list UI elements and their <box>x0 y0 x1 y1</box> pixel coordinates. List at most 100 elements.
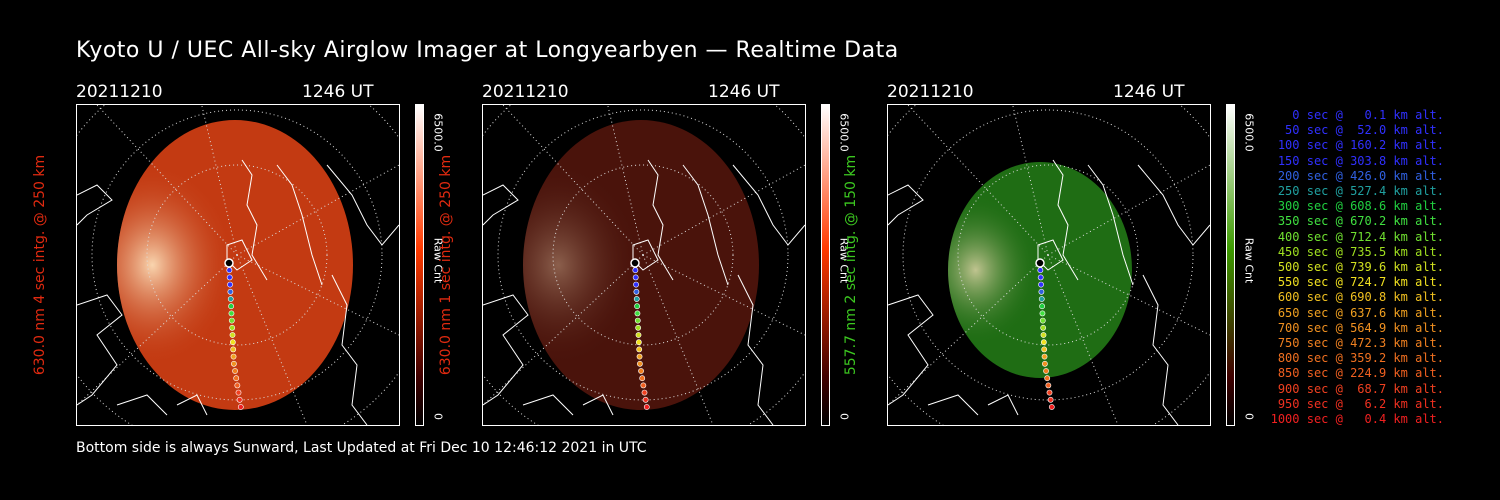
trajectory-point <box>233 375 240 382</box>
trajectory-point <box>636 346 643 353</box>
allsky-image <box>482 104 806 426</box>
trajectory-point <box>1046 389 1053 396</box>
legend-entry: 850 sec @ 224.9 km alt. <box>1277 366 1444 381</box>
panel-3: 20211210 1246 UT 557.7 nm 2 sec intg. @ … <box>843 82 1287 442</box>
trajectory-point <box>633 281 639 288</box>
legend-entry: 1000 sec @ 0.4 km alt. <box>1270 412 1444 427</box>
trajectory-point <box>1041 360 1048 367</box>
footer-note: Bottom side is always Sunward, Last Upda… <box>76 440 647 456</box>
allsky-map <box>77 105 399 425</box>
legend-entry: 650 sec @ 637.6 km alt. <box>1277 305 1444 320</box>
trajectory-point <box>229 332 236 338</box>
legend-entry: 500 sec @ 739.6 km alt. <box>1277 260 1444 275</box>
trajectory-point <box>630 258 640 268</box>
legend-entry: 300 sec @ 608.6 km alt. <box>1277 199 1444 214</box>
trajectory-point <box>230 360 237 367</box>
trajectory-legend: 0 sec @ 0.1 km alt. 50 sec @ 52.0 km alt.… <box>1262 108 1444 427</box>
latitude-circle <box>957 164 1139 346</box>
trajectory-point <box>236 396 243 403</box>
longitude-line <box>77 254 238 406</box>
trajectory-point <box>643 404 650 410</box>
allsky-image <box>887 104 1211 426</box>
trajectory-point <box>228 317 235 324</box>
trajectory-point <box>235 389 242 396</box>
trajectory-point <box>632 267 639 274</box>
trajectory-point <box>1047 396 1054 403</box>
trajectory-point <box>634 310 641 317</box>
longitude-line <box>888 254 1049 406</box>
trajectory-point <box>1044 375 1051 382</box>
trajectory-point <box>227 288 234 295</box>
panel-date: 20211210 <box>887 82 974 102</box>
trajectory-point <box>1041 353 1048 360</box>
trajectory-point <box>1041 346 1048 353</box>
colorbar <box>821 104 830 426</box>
legend-entry: 550 sec @ 724.7 km alt. <box>1277 275 1444 290</box>
trajectory-point <box>227 296 234 302</box>
legend-entry: 900 sec @ 68.7 km alt. <box>1277 381 1444 396</box>
trajectory-point <box>229 324 236 331</box>
legend-entry: 800 sec @ 359.2 km alt. <box>1277 351 1444 366</box>
trajectory-point <box>1037 274 1044 281</box>
panel-1: 20211210 1246 UT 630.0 nm 4 sec intg. @ … <box>32 82 476 442</box>
trajectory-point <box>1035 258 1045 268</box>
trajectory-point <box>1038 281 1044 288</box>
legend-entry: 200 sec @ 426.0 km alt. <box>1277 168 1444 183</box>
trajectory-point <box>641 389 648 396</box>
trajectory-point <box>638 368 644 374</box>
legend-entry: 250 sec @ 527.4 km alt. <box>1277 184 1444 199</box>
trajectory-point <box>633 296 640 302</box>
panel-wavelength-label: 557.7 nm 2 sec intg. @ 150 km <box>843 154 859 376</box>
trajectory-point <box>1040 339 1047 346</box>
colorbar-min-label: 0 <box>1242 413 1256 420</box>
trajectory-point <box>228 303 234 310</box>
trajectory-point <box>230 346 237 353</box>
latitude-circle <box>552 164 734 346</box>
colorbar-max-label: 6500.0 <box>1242 113 1256 152</box>
trajectory-point <box>227 281 233 288</box>
colorbar-labels: 6500.0 Raw Cnt 0 <box>1239 104 1259 426</box>
trajectory-point <box>632 274 639 281</box>
trajectory-point <box>642 396 649 403</box>
latitude-circle <box>146 164 328 346</box>
panel-time: 1246 UT <box>302 82 374 102</box>
latitude-circle <box>902 109 1194 401</box>
longitude-line <box>236 164 399 256</box>
panel-time: 1246 UT <box>1113 82 1185 102</box>
trajectory-point <box>1040 332 1047 338</box>
panel-wavelength-label: 630.0 nm 1 sec intg. @ 250 km <box>438 154 454 376</box>
trajectory-point <box>1048 404 1055 410</box>
aurora-glow <box>117 120 353 410</box>
page-title: Kyoto U / UEC All-sky Airglow Imager at … <box>76 38 899 63</box>
panel-date: 20211210 <box>482 82 569 102</box>
allsky-map <box>483 105 805 425</box>
trajectory-point <box>1045 382 1052 389</box>
colorbar <box>1226 104 1235 426</box>
trajectory-point <box>633 288 640 295</box>
trajectory-point <box>230 353 237 360</box>
trajectory-point <box>634 303 640 310</box>
longitude-line <box>642 164 805 256</box>
legend-entry: 50 sec @ 52.0 km alt. <box>1285 123 1444 138</box>
legend-entry: 350 sec @ 670.2 km alt. <box>1277 214 1444 229</box>
legend-entry: 700 sec @ 564.9 km alt. <box>1277 320 1444 335</box>
trajectory-point <box>228 310 235 317</box>
trajectory-point <box>634 317 641 324</box>
coastline <box>888 159 1210 425</box>
latitude-circle <box>497 109 789 401</box>
trajectory-point <box>640 382 647 389</box>
aurora-glow <box>523 120 759 410</box>
trajectory-point <box>1037 267 1044 274</box>
legend-entry: 600 sec @ 690.8 km alt. <box>1277 290 1444 305</box>
allsky-map <box>888 105 1210 425</box>
trajectory-point <box>232 368 238 374</box>
panel-wavelength-label: 630.0 nm 4 sec intg. @ 250 km <box>32 154 48 376</box>
trajectory-point <box>639 375 646 382</box>
trajectory-point <box>229 339 236 346</box>
panel-date: 20211210 <box>76 82 163 102</box>
longitude-line <box>483 254 644 406</box>
trajectory-point <box>224 258 234 268</box>
trajectory-point <box>635 332 642 338</box>
panel-time: 1246 UT <box>708 82 780 102</box>
trajectory-point <box>635 339 642 346</box>
